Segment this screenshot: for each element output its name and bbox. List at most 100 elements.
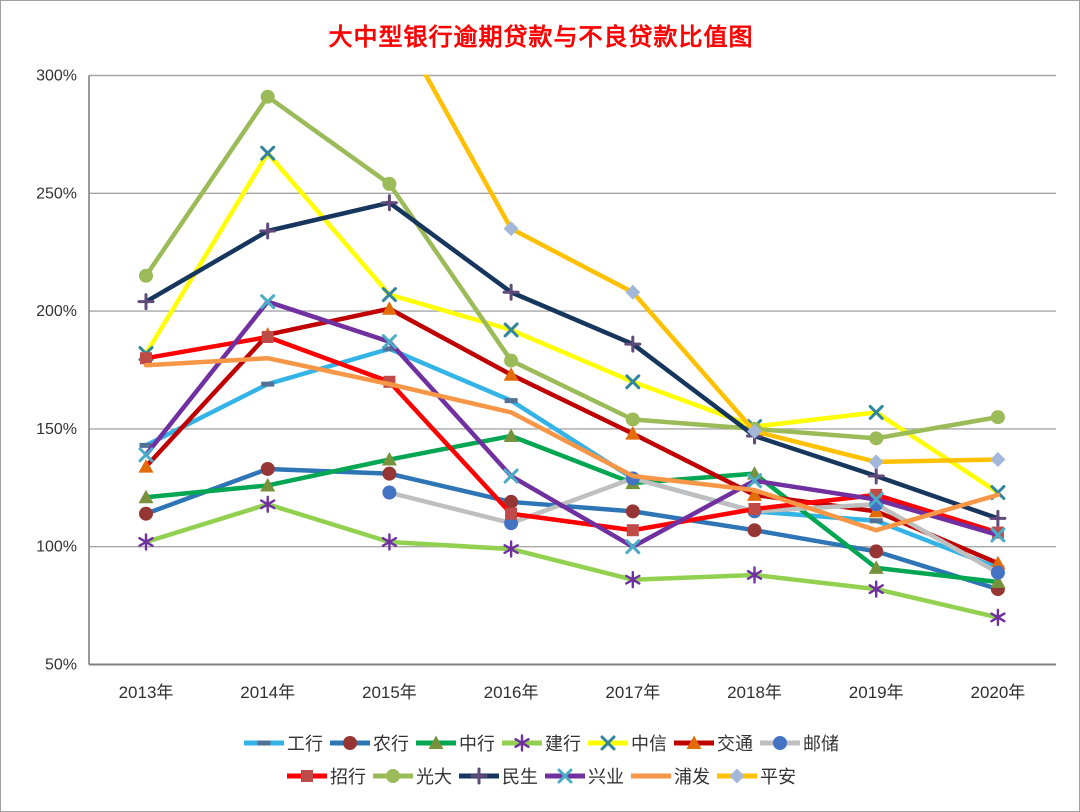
- series-markers-abc: [139, 461, 1005, 597]
- data-point-marker: [625, 374, 641, 390]
- data-point-marker: [139, 442, 153, 448]
- data-point-marker: [868, 492, 884, 508]
- legend-item-minsheng: 民生: [458, 763, 538, 789]
- data-point-marker: [747, 473, 762, 489]
- data-point-marker: [261, 381, 275, 387]
- series-line-spdb: [143, 355, 1001, 533]
- data-point-marker: [428, 735, 444, 749]
- legend-label: 工行: [287, 734, 323, 754]
- data-point-marker: [990, 555, 1006, 570]
- x-tick-label: 2017年: [605, 683, 660, 702]
- legend-item-abc: 农行: [329, 730, 409, 756]
- legend-swatch-cmb: [287, 770, 327, 782]
- series-line-ceb: [143, 94, 1001, 441]
- legend-swatch-cib: [545, 768, 585, 784]
- x-tick-label: 2015年: [362, 683, 417, 702]
- data-point-marker: [747, 523, 762, 538]
- data-point-marker: [625, 284, 641, 300]
- series-line-cib: [143, 299, 1001, 549]
- legend-item-psbc: 邮储: [759, 730, 839, 756]
- data-point-marker: [990, 410, 1005, 425]
- data-point-marker: [868, 580, 884, 598]
- data-point-marker: [869, 518, 883, 524]
- data-point-marker: [504, 398, 518, 404]
- data-point-marker: [990, 452, 1006, 468]
- x-tick-label: 2018年: [727, 683, 782, 702]
- data-point-marker: [138, 459, 154, 473]
- data-point-marker: [138, 533, 154, 551]
- y-tick-label: 150%: [36, 421, 77, 438]
- data-point-marker: [869, 544, 884, 559]
- legend-item-pingan: 平安: [716, 763, 796, 789]
- data-point-marker: [503, 540, 519, 558]
- data-point-marker: [503, 468, 519, 484]
- x-tick-label: 2014年: [240, 683, 295, 702]
- legend-item-citic: 中信: [587, 730, 667, 756]
- legend-swatch-pingan: [717, 768, 757, 784]
- data-point-marker: [514, 734, 530, 752]
- data-point-marker: [138, 489, 154, 504]
- data-point-marker: [868, 454, 884, 470]
- data-point-marker: [260, 477, 276, 492]
- data-point-marker: [260, 461, 275, 476]
- legend-swatch-abc: [330, 736, 370, 750]
- legend-swatch-minsheng: [459, 767, 499, 785]
- data-point-marker: [260, 294, 276, 310]
- legend-label: 兴业: [588, 767, 624, 787]
- data-point-marker: [380, 194, 398, 212]
- data-point-marker: [625, 426, 641, 440]
- series-abc: [139, 461, 1005, 597]
- data-point-marker: [557, 768, 573, 784]
- y-tick-label: 200%: [36, 303, 77, 320]
- y-tick-label: 250%: [36, 185, 77, 202]
- y-tick-label: 50%: [45, 657, 77, 674]
- data-point-marker: [470, 767, 488, 785]
- data-point-marker: [139, 506, 153, 521]
- data-point-marker: [990, 565, 1005, 580]
- data-point-marker: [747, 423, 762, 439]
- legend-item-boc: 中行: [415, 730, 495, 756]
- data-point-marker: [382, 176, 397, 191]
- series-line-minsheng: [143, 200, 1001, 521]
- x-tick-label: 2019年: [849, 683, 904, 702]
- data-point-marker: [869, 431, 884, 446]
- legend-swatch-spdb: [631, 773, 671, 779]
- data-point-marker: [748, 503, 761, 516]
- series-line-boc: [143, 433, 1001, 585]
- data-point-marker: [686, 735, 702, 749]
- series-markers-cib: [138, 294, 1006, 555]
- legend-swatch-icbc: [244, 740, 284, 746]
- data-point-marker: [301, 770, 313, 782]
- data-point-marker: [503, 221, 519, 237]
- legend-item-spdb: 浦发: [630, 763, 710, 789]
- series-line-pingan: [422, 74, 1001, 465]
- data-point-marker: [381, 533, 398, 551]
- series-bocom: [138, 301, 1006, 570]
- legend-swatch-boc: [416, 735, 456, 749]
- series-spdb: [143, 355, 1001, 533]
- series-pingan: [422, 74, 1006, 470]
- data-point-marker: [381, 301, 397, 315]
- data-point-marker: [502, 283, 520, 301]
- data-point-marker: [505, 507, 518, 520]
- data-point-marker: [503, 428, 519, 442]
- legend-label: 建行: [545, 734, 581, 754]
- data-point-marker: [989, 509, 1007, 527]
- series-group: [137, 74, 1007, 627]
- data-point-marker: [259, 222, 277, 240]
- data-point-marker: [990, 574, 1006, 589]
- data-point-marker: [257, 740, 271, 746]
- legend-label: 浦发: [674, 767, 710, 787]
- legend-item-cib: 兴业: [544, 763, 624, 789]
- data-point-marker: [746, 566, 763, 584]
- legend-swatch-ccb: [502, 734, 542, 752]
- data-point-marker: [138, 447, 154, 463]
- legend-label: 中信: [631, 734, 667, 754]
- series-ceb: [139, 89, 1005, 446]
- data-point-marker: [625, 504, 640, 519]
- data-point-marker: [382, 466, 397, 481]
- data-point-marker: [381, 334, 397, 350]
- legend-label: 交通: [717, 734, 753, 754]
- data-point-marker: [137, 293, 155, 311]
